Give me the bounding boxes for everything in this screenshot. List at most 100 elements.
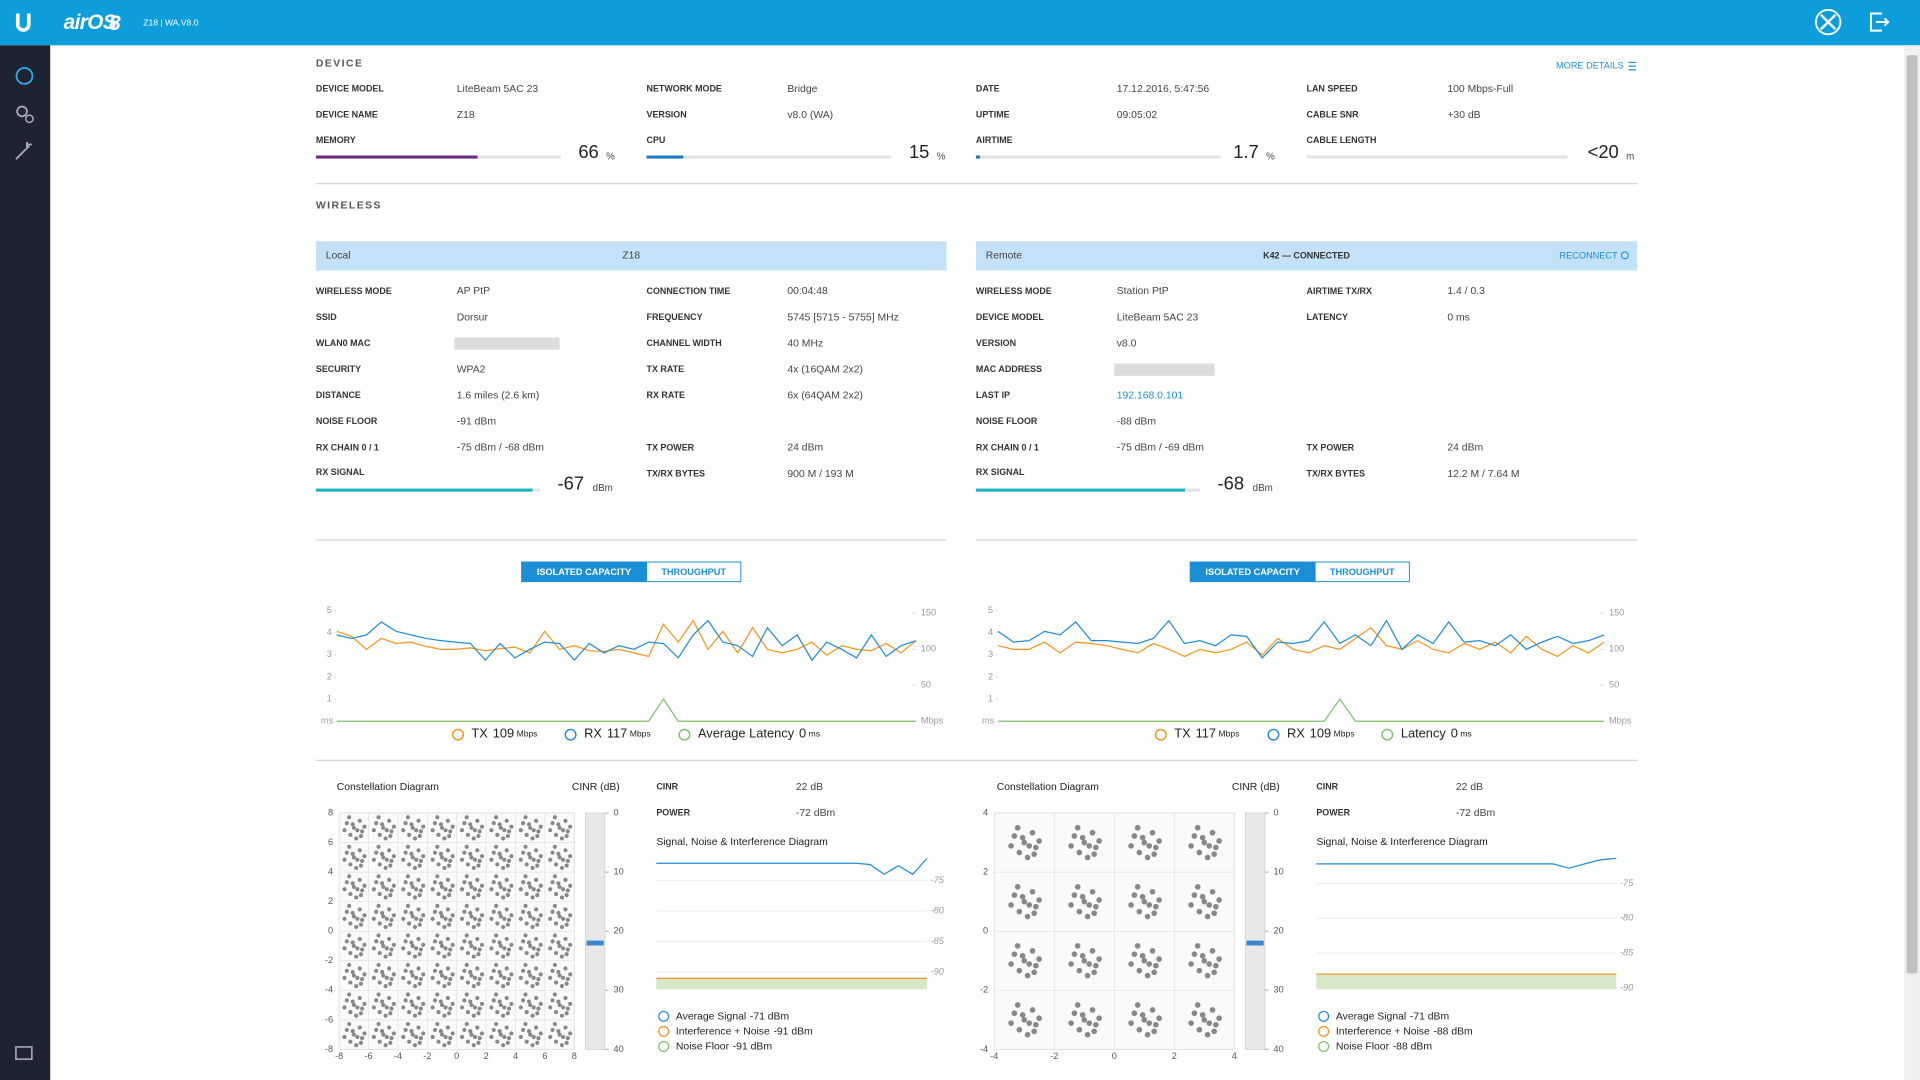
cluster-dot — [506, 829, 512, 834]
cluster-dot — [432, 850, 438, 855]
meter-value: 15 — [909, 141, 929, 162]
tab-label[interactable]: THROUGHPUT — [1330, 567, 1395, 577]
scrollbar-thumb[interactable] — [1906, 55, 1918, 974]
cluster-dot — [1031, 910, 1038, 917]
cluster-dot — [350, 940, 355, 945]
cluster-dot — [1199, 893, 1206, 900]
cluster-dot — [518, 916, 523, 921]
cluster-dot — [1134, 1002, 1141, 1008]
x-tick-label: 4 — [1232, 1051, 1237, 1061]
cluster-dot — [416, 848, 421, 853]
cluster-dot — [347, 933, 352, 938]
cluster-dot — [468, 940, 473, 945]
constellation-cluster — [342, 933, 367, 959]
cluster-dot — [430, 887, 435, 892]
cluster-dot — [1016, 908, 1023, 915]
field-value: 1.4 / 0.3 — [1447, 286, 1485, 297]
field-label: NETWORK MODE — [647, 84, 722, 94]
cluster-dot — [509, 883, 514, 888]
cluster-dot — [348, 921, 353, 926]
nav-messages[interactable] — [15, 1046, 33, 1060]
cluster-dot — [447, 833, 452, 839]
constellation-cluster — [1008, 884, 1042, 920]
cluster-dot — [377, 832, 382, 837]
cluster-dot — [528, 1032, 533, 1037]
more-details-link[interactable]: MORE DETAILS — [1556, 61, 1624, 71]
cluster-dot — [564, 863, 569, 868]
legend-marker — [658, 1025, 670, 1037]
cluster-dot — [348, 862, 353, 867]
logo-icon[interactable] — [15, 13, 31, 32]
cluster-dot — [412, 895, 418, 900]
cluster-dot — [344, 998, 349, 1003]
sni-tick-label: -90 — [1620, 982, 1634, 992]
cluster-dot — [405, 933, 411, 938]
field-value[interactable]: 192.168.0.101 — [1117, 391, 1184, 402]
cluster-dot — [1026, 843, 1033, 849]
constellation-cluster — [430, 874, 455, 900]
cluster-dot — [417, 922, 422, 927]
reconnect-button[interactable]: RECONNECT — [1559, 250, 1617, 260]
cluster-dot — [445, 966, 450, 971]
legend-name: RX — [1287, 726, 1305, 741]
tab-button[interactable] — [646, 561, 742, 583]
cluster-dot — [538, 913, 543, 918]
cluster-dot — [1206, 1020, 1213, 1026]
nav-dashboard[interactable] — [15, 67, 34, 85]
field-value: 24 dBm — [1447, 443, 1483, 454]
y-tick-label: 1 — [988, 694, 993, 704]
cluster-dot — [1036, 838, 1042, 844]
brand: airOS — [64, 11, 117, 34]
cluster-dot — [354, 836, 359, 841]
cluster-dot — [347, 815, 352, 820]
constellation-cluster — [489, 844, 514, 871]
nav-tools[interactable] — [15, 142, 32, 160]
cluster-dot — [436, 862, 441, 867]
tab-label[interactable]: THROUGHPUT — [661, 567, 726, 577]
cluster-dot — [355, 887, 360, 892]
field-value: 09:05:02 — [1117, 110, 1158, 121]
cluster-dot — [377, 862, 382, 867]
cluster-dot — [528, 914, 533, 919]
cluster-dot — [475, 995, 480, 1001]
cluster-dot — [521, 968, 526, 973]
cluster-dot — [350, 851, 355, 856]
cluster-dot — [380, 999, 385, 1004]
cluster-dot — [459, 946, 465, 951]
cluster-dot — [502, 916, 507, 921]
cluster-dot — [432, 880, 438, 885]
cluster-dot — [442, 924, 447, 930]
constellation-cluster — [489, 874, 514, 900]
cluster-dot — [506, 1036, 512, 1041]
cluster-dot — [381, 914, 386, 919]
field-label: LAST IP — [976, 390, 1010, 400]
cluster-dot — [528, 1002, 533, 1008]
y2-unit: Mbps — [1609, 716, 1632, 726]
cluster-dot — [501, 954, 506, 959]
cluster-dot — [465, 950, 470, 956]
cluster-dot — [450, 1001, 455, 1006]
x-tick-label: 8 — [572, 1051, 577, 1061]
tab-label[interactable]: ISOLATED CAPACITY — [537, 567, 631, 577]
nav-settings[interactable] — [16, 105, 28, 118]
cluster-dot — [416, 818, 421, 823]
cluster-dot — [563, 818, 568, 823]
constellation-cluster — [548, 903, 573, 930]
cluster-dot — [521, 939, 526, 944]
y2-tick-label: 50 — [1609, 680, 1619, 690]
tools-button[interactable] — [1815, 8, 1842, 36]
cluster-dot — [374, 880, 379, 885]
tab-label[interactable]: ISOLATED CAPACITY — [1205, 567, 1299, 577]
cluster-dot — [1144, 972, 1151, 979]
cluster-dot — [362, 942, 367, 947]
cluster-dot — [412, 1043, 418, 1048]
logout-button[interactable] — [1870, 12, 1890, 32]
stat-label: POWER — [656, 807, 690, 817]
tab-button[interactable] — [1314, 561, 1410, 583]
cluster-dot — [563, 966, 568, 971]
y-tick-label: -4 — [980, 1044, 988, 1054]
cluster-dot — [436, 1010, 441, 1015]
cluster-dot — [498, 1002, 503, 1008]
cluster-dot — [407, 862, 412, 867]
field-value: 4x (16QAM 2x2) — [787, 364, 863, 375]
